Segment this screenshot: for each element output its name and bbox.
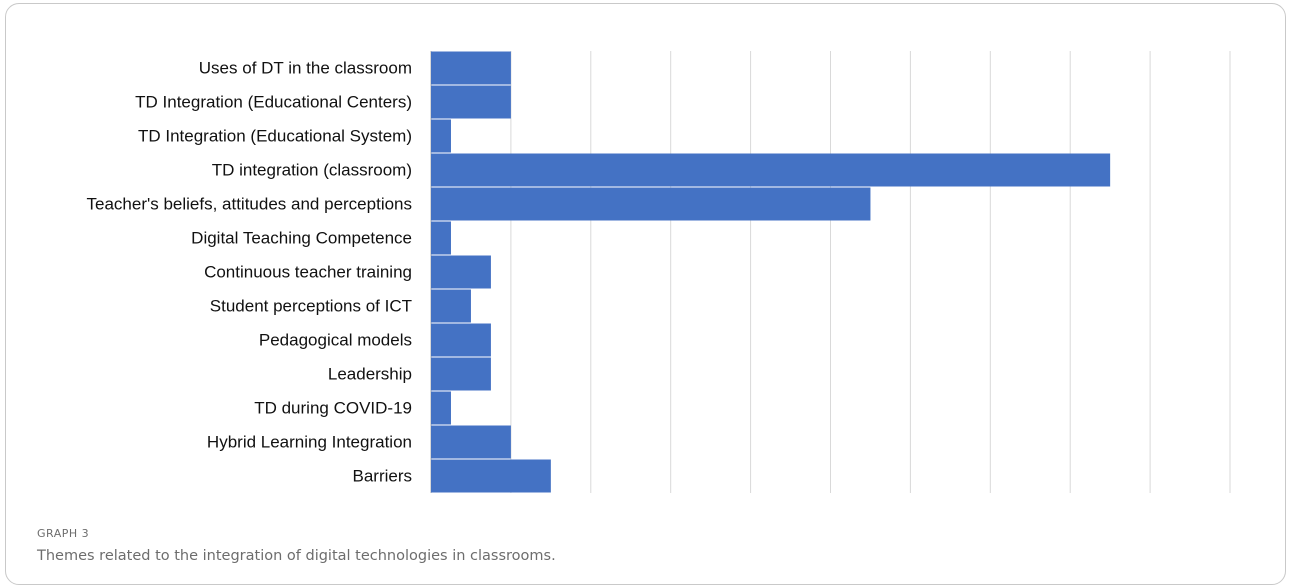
bar (431, 255, 491, 289)
bar (431, 357, 491, 391)
gridlines (430, 51, 1231, 493)
bar (431, 323, 491, 357)
bar (431, 221, 451, 255)
bar (431, 153, 1111, 187)
category-label: Hybrid Learning Integration (207, 433, 412, 452)
bar (431, 85, 511, 119)
bar (431, 289, 471, 323)
category-label: Continuous teacher training (204, 263, 412, 282)
figure-frame (5, 3, 1286, 585)
bar (431, 425, 511, 459)
category-label: Digital Teaching Competence (191, 229, 412, 248)
category-label: Pedagogical models (259, 331, 412, 350)
category-label: Teacher's beliefs, attitudes and percept… (87, 195, 413, 214)
category-labels: Uses of DT in the classroom TD Integratio… (87, 59, 413, 486)
category-label: Barriers (352, 467, 412, 486)
bar (431, 391, 451, 425)
bar (431, 459, 551, 493)
bar-chart: Uses of DT in the classroom TD Integratio… (87, 51, 1231, 493)
figure-caption-tag: GRAPH 3 (37, 527, 90, 540)
category-label: TD Integration (Educational System) (138, 127, 412, 146)
bars (431, 51, 1111, 493)
category-label: TD Integration (Educational Centers) (135, 93, 412, 112)
bar (431, 187, 871, 221)
category-label: Uses of DT in the classroom (199, 59, 412, 78)
bar (431, 51, 511, 85)
category-label: Student perceptions of ICT (210, 297, 412, 316)
bar (431, 119, 451, 153)
category-label: TD during COVID-19 (254, 399, 412, 418)
category-label: Leadership (328, 365, 412, 384)
figure-caption-text: Themes related to the integration of dig… (37, 548, 556, 564)
category-label: TD integration (classroom) (212, 161, 412, 180)
